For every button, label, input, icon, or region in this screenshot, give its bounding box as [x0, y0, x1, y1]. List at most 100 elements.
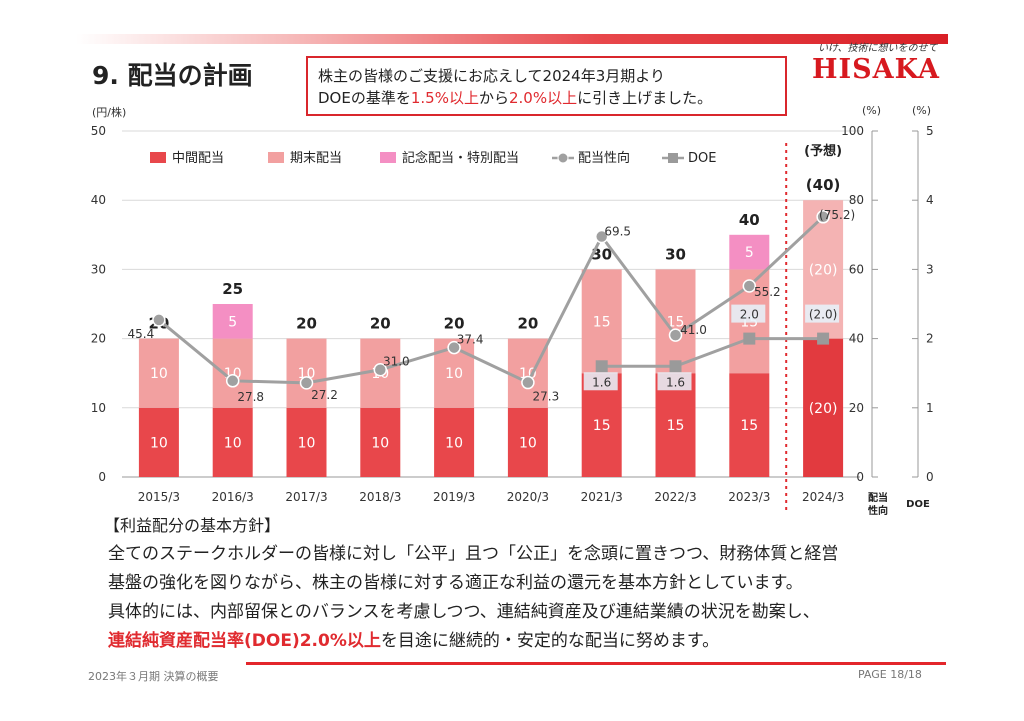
bar-year-end [212, 338, 253, 408]
y-tick-label-left: 0 [98, 470, 106, 484]
payout-ratio-point [668, 328, 683, 342]
legend-label: DOE [688, 151, 716, 166]
bar-special [212, 304, 253, 339]
bar-total-label: 20 [517, 315, 538, 333]
payout-ratio-label: 31.0 [383, 355, 410, 369]
legend-label: 期末配当 [290, 151, 342, 166]
y-tick-label-right2: 3 [926, 262, 934, 276]
legend-label: 配当性向 [578, 150, 630, 166]
bar-interim [138, 407, 179, 477]
y-tick-label-right1: 0 [856, 470, 864, 484]
bar-year-end [581, 269, 622, 374]
notice-line2: DOEの基準を1.5%以上から2.0%以上に引き上げました。 [318, 87, 775, 109]
x-tick-label: 2021/3 [581, 490, 623, 504]
notice-old-rate: 1.5%以上 [410, 89, 479, 107]
payout-ratio-label: 27.3 [533, 390, 560, 404]
y-axis-right1-unit: (%) [862, 104, 882, 117]
payout-ratio-point [816, 210, 830, 224]
x-tick-label: 2022/3 [654, 490, 696, 504]
payout-ratio-label: 27.8 [237, 390, 264, 404]
y-tick-label-right2: 1 [926, 401, 934, 415]
policy-line: 具体的には、内部留保とのバランスを考慮しつつ、連結純資産及び連結業績の状況を勘案… [108, 602, 820, 622]
doe-label-bg [731, 304, 766, 323]
policy-line-rest: を目途に継続的・安定的な配当に努めます。 [380, 631, 720, 651]
legend-swatch [268, 152, 284, 163]
bar-interim [434, 407, 475, 477]
payout-ratio-label: 41.0 [680, 323, 707, 337]
legend-label: 記念配当・特別配当 [402, 150, 519, 166]
doe-point [595, 360, 608, 373]
bar-total-label: 20 [370, 315, 391, 333]
bar-interim-label: (20) [809, 401, 838, 417]
bar-total-label: 30 [665, 245, 686, 263]
bar-year-end [138, 338, 179, 408]
bar-total-label: 25 [222, 280, 243, 298]
x-label-right2: DOE [906, 499, 930, 510]
doe-line [601, 337, 824, 368]
bar-year-end-label: 10 [150, 366, 168, 382]
y-tick-label-right2: 5 [926, 124, 934, 138]
y-tick-label-right1: 20 [849, 401, 864, 415]
bar-year-end-label: 10 [445, 366, 463, 382]
dividend-notice-box: 株主の皆様のご支援にお応えして2024年3月期より DOEの基準を1.5%以上か… [306, 56, 787, 116]
x-tick-label: 2017/3 [285, 490, 327, 504]
y-tick-label-right2: 4 [926, 193, 934, 207]
company-logo: HISAKA [812, 54, 940, 85]
footer-document-title: 2023年３月期 決算の概要 [88, 670, 219, 683]
payout-ratio-point [373, 362, 388, 377]
bar-interim-label: 15 [593, 418, 611, 434]
notice-text: から [478, 89, 509, 107]
bar-year-end-label: 15 [593, 314, 611, 330]
doe-label-bg [657, 372, 692, 391]
bar-total-label: 20 [444, 315, 465, 333]
payout-ratio-point [447, 340, 461, 355]
bar-interim-label: 15 [740, 418, 758, 434]
bar-year-end [286, 338, 327, 408]
doe-point [669, 360, 682, 373]
doe-label-bg [583, 372, 618, 391]
page-title: 9. 配当の計画 [92, 61, 253, 90]
page-number: PAGE 18/18 [858, 668, 922, 681]
bar-interim [655, 373, 696, 477]
bar-interim [360, 407, 401, 477]
payout-ratio-point [521, 375, 535, 390]
x-tick-label: 2020/3 [507, 490, 549, 504]
doe-label: 2.0 [740, 308, 759, 322]
notice-line1: 株主の皆様のご支援にお応えして2024年3月期より [318, 67, 665, 85]
policy-line: 基盤の強化を図りながら、株主の皆様に対する適正な利益の還元を基本方針としています… [108, 573, 803, 593]
y-tick-label-left: 50 [91, 124, 106, 138]
payout-ratio-line [157, 215, 825, 385]
y-tick-label-right1: 60 [849, 262, 864, 276]
doe-point [743, 332, 756, 345]
y-tick-label-right2: 0 [926, 470, 934, 484]
bar-interim-label: 10 [519, 435, 537, 451]
y-tick-label-right1: 100 [841, 124, 864, 138]
bar-interim-label: 10 [298, 435, 316, 451]
x-tick-label: 2016/3 [212, 490, 254, 504]
payout-ratio-label: 69.5 [604, 225, 631, 239]
bar-interim-label: 10 [371, 435, 389, 451]
y-tick-label-right2: 2 [926, 332, 934, 346]
legend-marker [557, 152, 569, 164]
doe-label: 1.6 [592, 375, 611, 389]
y-tick-label-right1: 80 [849, 193, 864, 207]
payout-ratio-label: 37.4 [457, 333, 484, 347]
y-tick-label-left: 30 [91, 262, 106, 276]
bar-interim [729, 373, 770, 477]
payout-ratio-point [152, 313, 166, 327]
x-tick-label: 2015/3 [138, 490, 180, 504]
footer-accent-bar [246, 662, 946, 665]
bar-interim-label: 10 [224, 435, 242, 451]
y-tick-label-right1: 40 [849, 332, 864, 346]
bar-special-label: 5 [228, 314, 237, 330]
doe-label-bg [805, 304, 840, 323]
bar-year-end [655, 269, 696, 374]
legend-marker [668, 153, 678, 163]
notice-text: に引き上げました。 [577, 89, 713, 107]
doe-point [817, 332, 830, 345]
bar-interim [212, 407, 253, 477]
y-tick-label-left: 10 [91, 401, 106, 415]
policy-line: 全てのステークホルダーの皆様に対し「公平」且つ「公正」を念頭に置きつつ、財務体質… [108, 544, 839, 564]
x-tick-label: 2018/3 [359, 490, 401, 504]
